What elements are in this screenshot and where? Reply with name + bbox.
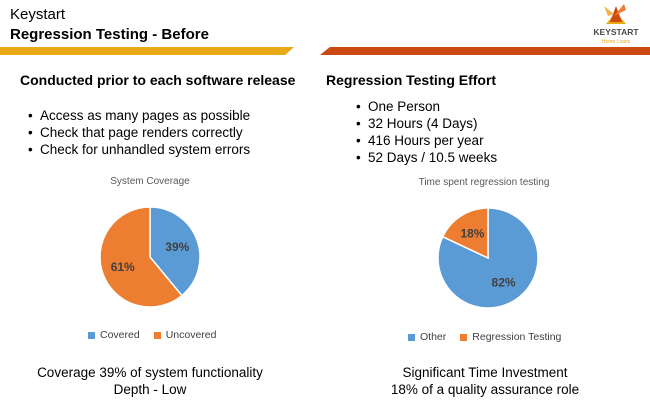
logo-subtext: Home Loans (602, 39, 631, 45)
list-item: Access as many pages as possible (28, 107, 250, 124)
legend-label: Covered (100, 329, 140, 341)
legend-label: Other (420, 331, 447, 343)
pie-slice-regression-testing (441, 207, 489, 260)
legend-label: Uncovered (165, 329, 217, 341)
legend-item: Uncovered (153, 329, 217, 341)
list-item: One Person (356, 98, 497, 115)
legend-item: Covered (88, 329, 140, 341)
chart-title: System Coverage (110, 176, 190, 187)
logo-mark (604, 4, 626, 24)
slide-title: Regression Testing - Before (10, 26, 209, 43)
chart-legend: Covered Uncovered (88, 329, 230, 341)
company-name: Keystart (10, 6, 66, 23)
pie-slice-covered (149, 206, 201, 297)
legend-swatch (153, 331, 161, 339)
data-label: 18% (460, 227, 484, 241)
right-footer: Significant Time Investment 18% of a qua… (330, 364, 640, 398)
header-accent-bar-right (320, 47, 650, 55)
legend-swatch (460, 333, 468, 341)
left-footer: Coverage 39% of system functionality Dep… (0, 364, 300, 398)
chart-title: Time spent regression testing (418, 177, 550, 188)
left-bullet-list: Access as many pages as possible Check t… (28, 107, 250, 158)
pie-slice-uncovered (99, 206, 183, 308)
footer-line: 18% of a quality assurance role (390, 382, 580, 397)
legend-item: Regression Testing (460, 331, 561, 343)
legend-swatch (408, 333, 415, 341)
data-label: 39% (165, 240, 189, 254)
list-item: 52 Days / 10.5 weeks (356, 149, 497, 166)
logo-text: KEYSTART (593, 27, 639, 37)
footer-line: Significant Time Investment (402, 365, 568, 380)
footer-line: Depth - Low (113, 382, 187, 397)
legend-swatch (88, 331, 95, 339)
legend-item: Other (408, 331, 446, 343)
footer-line: Coverage 39% of system functionality (37, 365, 263, 380)
data-label: 82% (492, 275, 516, 289)
keystart-logo: KEYSTART Home Loans (593, 4, 639, 45)
pie-chart-system-coverage: 39% 61% (99, 206, 201, 308)
list-item: Check that page renders correctly (28, 124, 250, 141)
legend-label: Regression Testing (472, 331, 562, 343)
right-section-heading: Regression Testing Effort (326, 72, 497, 88)
list-item: 416 Hours per year (356, 132, 497, 149)
left-section-heading: Conducted prior to each software release (20, 72, 296, 88)
chart-legend: Other Regression Testing (408, 331, 575, 343)
right-bullet-list: One Person 32 Hours (4 Days) 416 Hours p… (356, 98, 497, 166)
list-item: 32 Hours (4 Days) (356, 115, 497, 132)
pie-chart-time-spent: 82% 18% (437, 207, 539, 309)
list-item: Check for unhandled system errors (28, 141, 250, 158)
data-label: 61% (111, 260, 135, 274)
header-accent-bar-left (0, 47, 294, 55)
